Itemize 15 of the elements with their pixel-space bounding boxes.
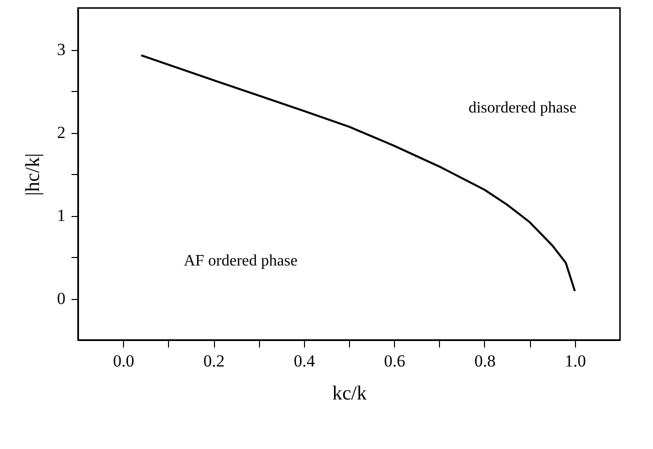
- y-axis-title: |hc/k|: [22, 153, 44, 196]
- x-tick-label: 0.4: [294, 352, 316, 370]
- y-tick-label: 3: [57, 40, 66, 59]
- x-tick-label: 0.6: [384, 352, 406, 370]
- x-axis-title: kc/k: [332, 382, 367, 404]
- annotation: AF ordered phase: [184, 252, 298, 270]
- x-tick-label: 0.8: [474, 352, 496, 370]
- y-tick-label: 2: [57, 123, 66, 142]
- y-tick-label: 1: [57, 206, 66, 225]
- y-tick-label: 0: [57, 289, 66, 308]
- annotation: disordered phase: [468, 100, 576, 117]
- x-tick-label: 1.0: [564, 352, 586, 370]
- x-tick-label: 0.0: [113, 352, 134, 370]
- x-tick-label: 0.2: [203, 352, 225, 370]
- line-series: [140, 54, 576, 292]
